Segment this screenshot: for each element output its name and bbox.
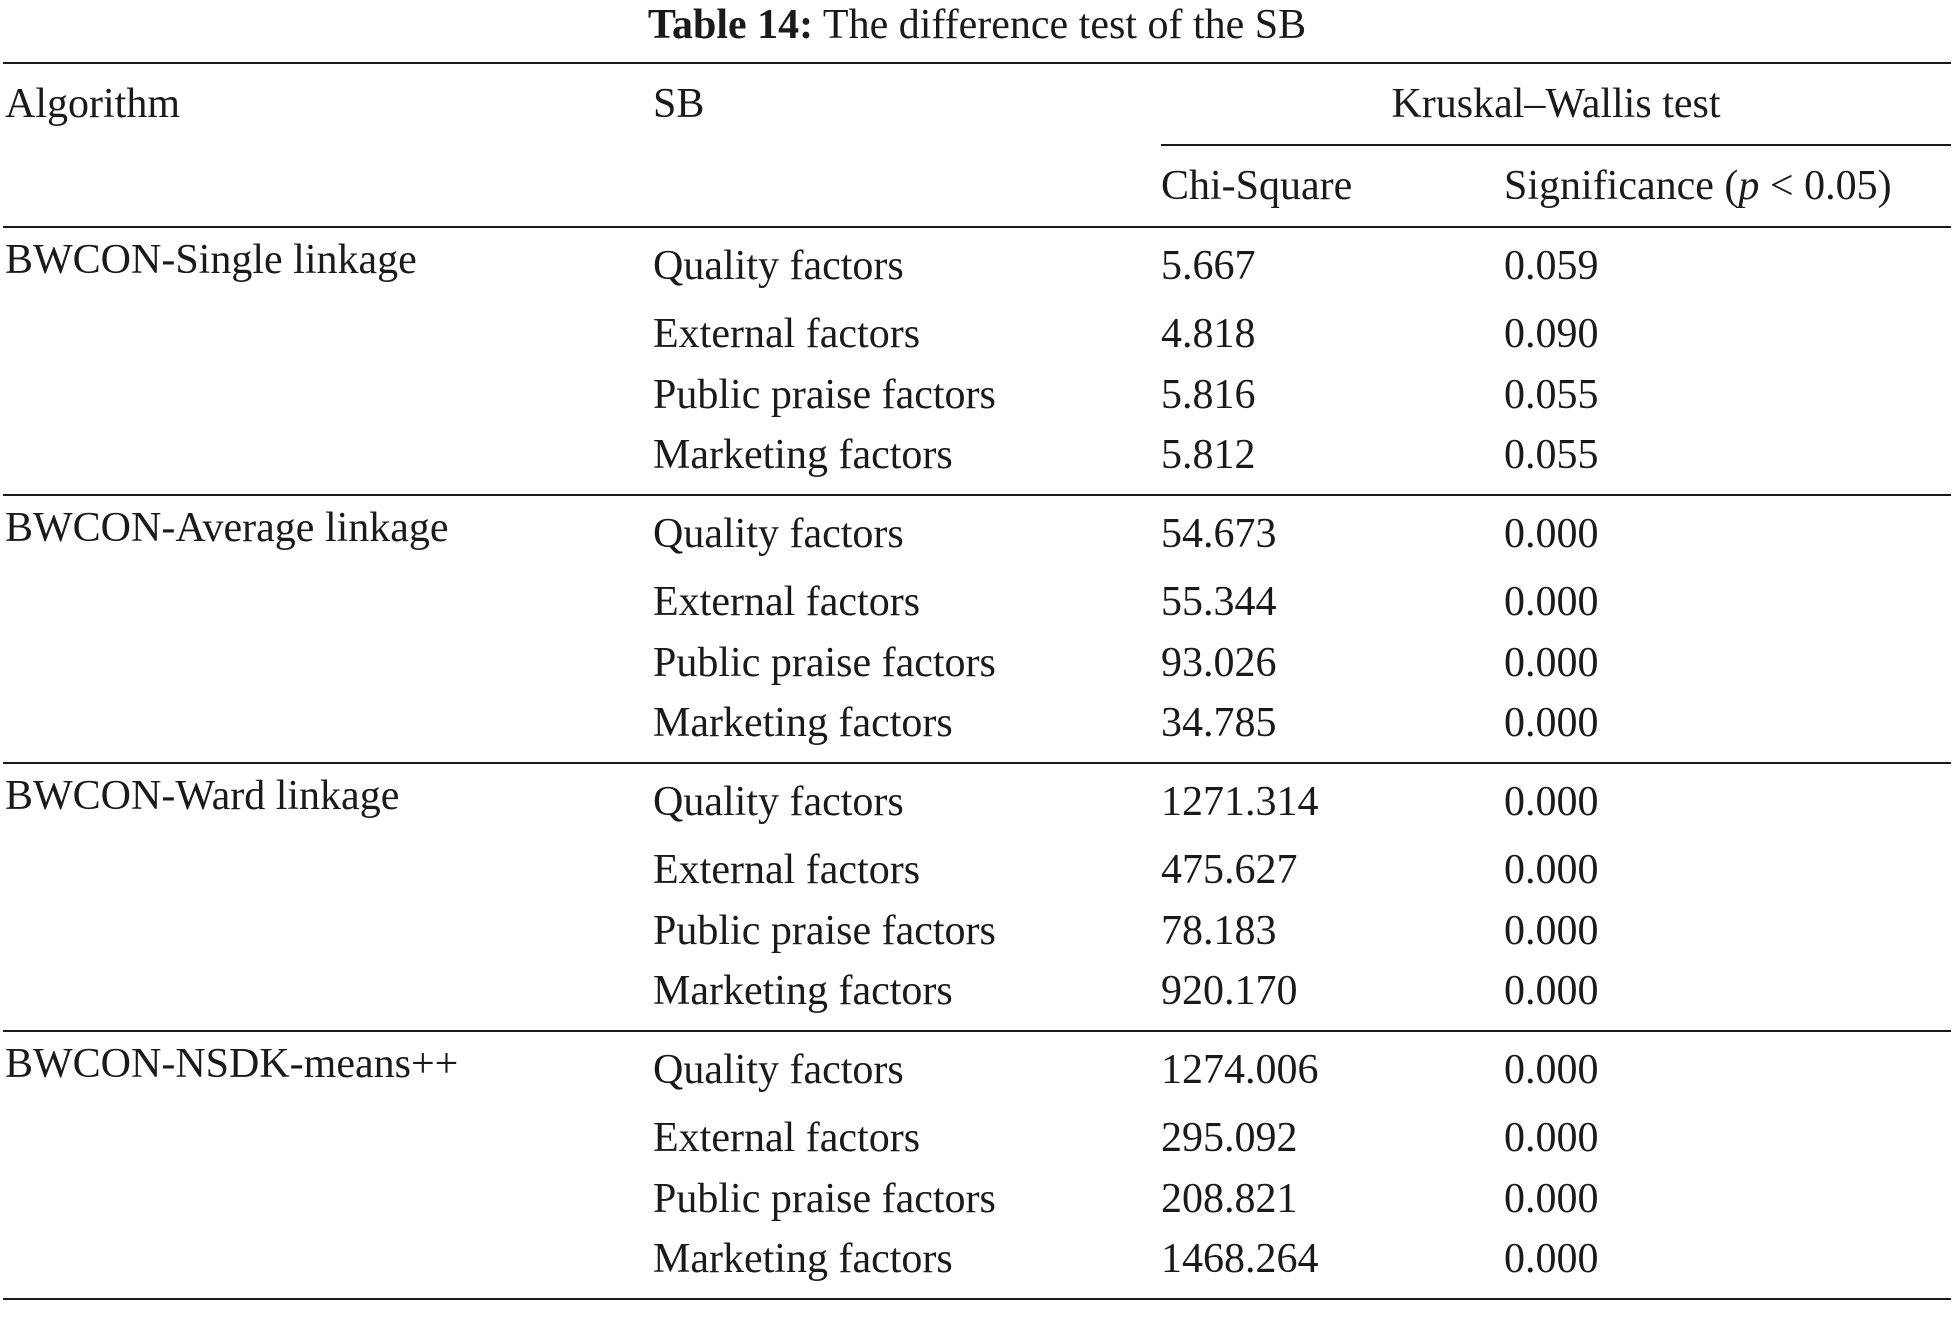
chi-square-cell: 1468.264 [1161, 1230, 1504, 1300]
sb-cell: Public praise factors [653, 372, 996, 418]
sb-cell: Marketing factors [653, 426, 1161, 496]
chi-square-cell: 34.785 [1161, 694, 1504, 764]
significance-suffix: < 0.05) [1759, 163, 1892, 209]
significance-cell: 0.055 [1504, 426, 1951, 496]
table-row: Marketing factors 920.170 0.000 [3, 962, 1951, 1032]
chi-square-cell: 54.673 [1161, 511, 1277, 557]
algorithm-cell: BWCON-Ward linkage [5, 773, 400, 819]
header-kruskal-wallis: Kruskal–Wallis test [1161, 62, 1951, 146]
header-row-2: Chi-Square Significance (p < 0.05) [3, 145, 1951, 228]
chi-square-cell: 5.816 [1161, 372, 1256, 418]
algorithm-cell-empty [3, 426, 653, 496]
significance-cell: 0.000 [1504, 1047, 1599, 1093]
algorithm-cell-empty [3, 962, 653, 1032]
algorithm-cell-empty [3, 572, 653, 633]
table-row: External factors 295.092 0.000 [3, 1108, 1951, 1169]
chi-square-cell: 1271.314 [1161, 779, 1319, 825]
sb-cell: Public praise factors [653, 908, 996, 954]
caption-text: The difference test of the SB [822, 2, 1307, 48]
header-row-1: Algorithm SB Kruskal–Wallis test [3, 62, 1951, 146]
sb-cell: External factors [653, 579, 921, 625]
significance-cell: 0.000 [1504, 1115, 1599, 1161]
algorithm-cell-empty [3, 365, 653, 426]
table-row: Public praise factors 93.026 0.000 [3, 633, 1951, 694]
significance-cell: 0.055 [1504, 372, 1599, 418]
significance-cell: 0.000 [1504, 640, 1599, 686]
sb-cell: Quality factors [653, 511, 904, 557]
significance-cell: 0.000 [1504, 847, 1599, 893]
sb-cell: Public praise factors [653, 640, 996, 686]
table-row: BWCON-Single linkage Quality factors 5.667… [3, 227, 1951, 304]
algorithm-cell: BWCON-NSDK-means++ [5, 1041, 459, 1087]
algorithm-cell-empty [3, 1169, 653, 1230]
chi-square-cell: 4.818 [1161, 311, 1256, 357]
significance-cell: 0.059 [1504, 243, 1599, 289]
table-row: Marketing factors 34.785 0.000 [3, 694, 1951, 764]
header-spacer [653, 145, 1161, 228]
algorithm-cell-empty [3, 304, 653, 365]
significance-cell: 0.000 [1504, 908, 1599, 954]
table-caption: Table 14: The difference test of the SB [0, 0, 1954, 62]
algorithm-cell-empty [3, 633, 653, 694]
sb-cell: Quality factors [653, 243, 904, 289]
algorithm-cell: BWCON-Single linkage [5, 237, 417, 283]
table-row: BWCON-Ward linkage Quality factors 1271.31… [3, 763, 1951, 840]
algorithm-cell-empty [3, 840, 653, 901]
sb-cell: Marketing factors [653, 962, 1161, 1032]
data-table: Algorithm SB Kruskal–Wallis test Chi-Squ… [3, 62, 1951, 1300]
table-row: Public praise factors 208.821 0.000 [3, 1169, 1951, 1230]
table-row: Public praise factors 78.183 0.000 [3, 901, 1951, 962]
header-chi-square: Chi-Square [1161, 145, 1504, 228]
table-row: External factors 4.818 0.090 [3, 304, 1951, 365]
algorithm-cell-empty [3, 694, 653, 764]
sb-cell: Public praise factors [653, 1176, 996, 1222]
table-row: External factors 475.627 0.000 [3, 840, 1951, 901]
header-sb: SB [653, 62, 1161, 145]
sb-cell: Quality factors [653, 779, 904, 825]
chi-square-cell: 78.183 [1161, 908, 1277, 954]
algorithm-cell-empty [3, 1108, 653, 1169]
significance-cell: 0.000 [1504, 779, 1599, 825]
chi-square-cell: 93.026 [1161, 640, 1277, 686]
sb-cell: Quality factors [653, 1047, 904, 1093]
significance-prefix: Significance ( [1504, 163, 1739, 209]
sb-cell: External factors [653, 311, 921, 357]
chi-square-cell: 1274.006 [1161, 1047, 1319, 1093]
table-row: BWCON-NSDK-means++ Quality factors 1274.00… [3, 1031, 1951, 1108]
algorithm-cell-empty [3, 901, 653, 962]
header-algorithm: Algorithm [3, 62, 653, 145]
sb-cell: Marketing factors [653, 1230, 1161, 1300]
sb-cell: External factors [653, 1115, 921, 1161]
header-spacer [3, 145, 653, 228]
sb-cell: Marketing factors [653, 694, 1161, 764]
algorithm-cell-empty [3, 1230, 653, 1300]
table-row: External factors 55.344 0.000 [3, 572, 1951, 633]
chi-square-cell: 208.821 [1161, 1176, 1298, 1222]
chi-square-cell: 55.344 [1161, 579, 1277, 625]
header-significance: Significance (p < 0.05) [1504, 145, 1951, 228]
significance-cell: 0.090 [1504, 311, 1599, 357]
chi-square-cell: 475.627 [1161, 847, 1298, 893]
significance-p: p [1738, 163, 1760, 209]
significance-cell: 0.000 [1504, 579, 1599, 625]
significance-cell: 0.000 [1504, 511, 1599, 557]
table-row: Marketing factors 5.812 0.055 [3, 426, 1951, 496]
sb-cell: External factors [653, 847, 921, 893]
table-row: BWCON-Average linkage Quality factors 54.6… [3, 495, 1951, 572]
chi-square-cell: 5.667 [1161, 243, 1256, 289]
chi-square-cell: 5.812 [1161, 426, 1504, 496]
chi-square-cell: 920.170 [1161, 962, 1504, 1032]
table-header: Algorithm SB Kruskal–Wallis test Chi-Squ… [3, 62, 1951, 228]
table-body: BWCON-Single linkage Quality factors 5.667… [3, 227, 1951, 1300]
table-row: Public praise factors 5.816 0.055 [3, 365, 1951, 426]
significance-cell: 0.000 [1504, 1230, 1951, 1300]
significance-cell: 0.000 [1504, 962, 1951, 1032]
significance-cell: 0.000 [1504, 694, 1951, 764]
significance-cell: 0.000 [1504, 1176, 1599, 1222]
caption-label: Table 14: [647, 2, 814, 48]
algorithm-cell: BWCON-Average linkage [5, 505, 449, 551]
chi-square-cell: 295.092 [1161, 1115, 1298, 1161]
table-row: Marketing factors 1468.264 0.000 [3, 1230, 1951, 1300]
